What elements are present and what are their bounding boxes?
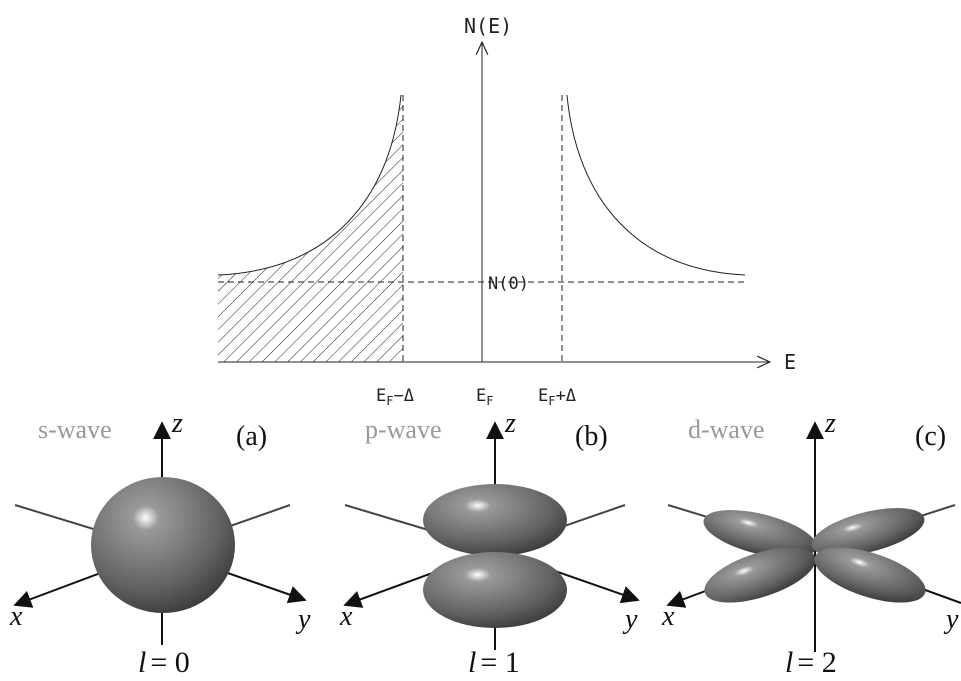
- axis-label: z: [824, 408, 836, 439]
- dos-plot: N(E) E N(0) EF−Δ EF EF+Δ: [217, 14, 796, 408]
- panel-tag: (b): [575, 421, 608, 452]
- wave-name: s-wave: [38, 415, 112, 444]
- d-lobe: [704, 547, 816, 603]
- wave-name: p-wave: [365, 415, 442, 444]
- d-lobe: [814, 547, 926, 603]
- tick-sub: F: [548, 394, 555, 408]
- tick-label: EF−Δ: [376, 386, 414, 408]
- tick-label: EF: [476, 386, 493, 408]
- tick-base: E: [538, 386, 548, 406]
- caption-equation: = 0: [150, 646, 189, 679]
- axis-label: x: [9, 601, 23, 632]
- wave-name: d-wave: [688, 415, 765, 444]
- p-lobe: [423, 484, 567, 556]
- dos-curve-right: [566, 94, 746, 276]
- caption-equation: = 2: [797, 646, 836, 679]
- d-lobe: [811, 508, 925, 556]
- s-orbital: [91, 477, 235, 613]
- p-lobe: [423, 552, 567, 628]
- caption: l = 1: [468, 646, 520, 679]
- panel-p-wave: p-wave (b) z x y l = 1: [339, 408, 640, 679]
- dos-curve-left: [217, 94, 402, 276]
- caption-symbol: l: [468, 646, 476, 679]
- tick-suffix: +Δ: [555, 386, 575, 406]
- axis-label: x: [661, 601, 675, 632]
- caption-equation: = 1: [480, 646, 519, 679]
- normal-level-label: N(0): [488, 274, 529, 294]
- tick-base: E: [476, 386, 486, 406]
- axis-label: y: [943, 604, 959, 635]
- tick-sub: F: [486, 394, 493, 408]
- caption-symbol: l: [785, 646, 793, 679]
- axis-label: z: [171, 408, 183, 439]
- axis-label: z: [504, 408, 516, 439]
- caption: l = 0: [138, 646, 190, 679]
- hatched-region: [218, 95, 403, 362]
- axis-label: x: [339, 601, 353, 632]
- panel-d-wave: d-wave (c) z x y l = 2: [661, 408, 961, 679]
- panel-s-wave: s-wave (a) z x y l = 0: [9, 408, 311, 679]
- tick-label: EF+Δ: [538, 386, 576, 408]
- tick-base: E: [376, 386, 386, 406]
- x-axis-label: E: [784, 350, 796, 374]
- panel-tag: (c): [915, 421, 946, 452]
- panel-tag: (a): [236, 421, 267, 452]
- axis-label: y: [295, 604, 311, 635]
- tick-sub: F: [386, 394, 393, 408]
- y-axis-label: N(E): [464, 14, 512, 38]
- d-lobe: [703, 510, 817, 558]
- axis-label: y: [622, 604, 638, 635]
- tick-suffix: −Δ: [393, 386, 413, 406]
- caption-symbol: l: [138, 646, 146, 679]
- caption: l = 2: [785, 646, 837, 679]
